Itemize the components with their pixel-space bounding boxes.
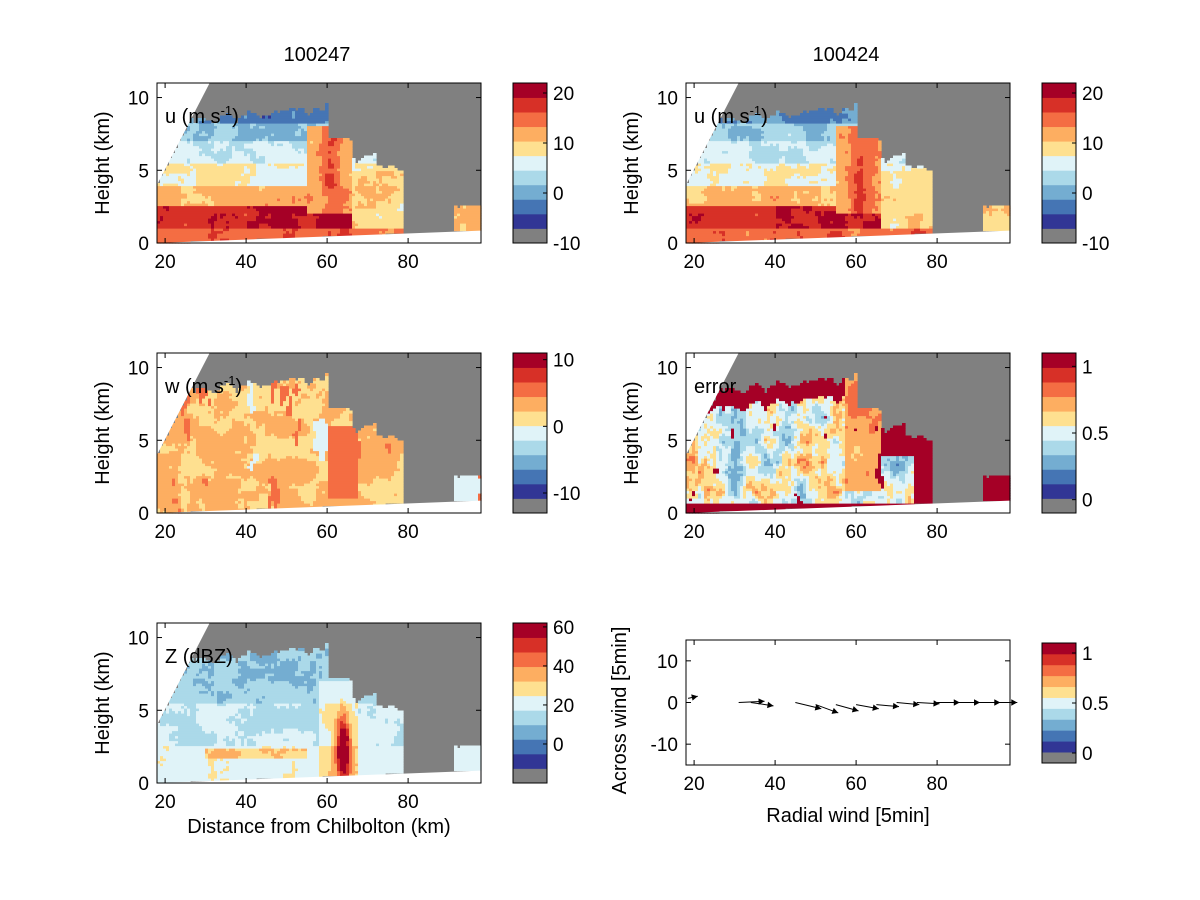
heatmap-cell: [349, 141, 353, 144]
x-tick-label: 20: [155, 252, 176, 273]
colorbar-tick-label: 10: [553, 134, 574, 155]
colorbar-segment: [513, 214, 547, 229]
colorbar-segment: [513, 127, 547, 142]
colorbar-segment: [513, 156, 547, 171]
colorbar: -10 0 10 20: [513, 83, 580, 255]
heatmap-cell: [373, 153, 377, 156]
colorbar-segment: [513, 185, 547, 200]
y-tick-label: 0: [138, 234, 149, 255]
colorbar-segment: [513, 98, 547, 113]
x-tick-label: 60: [317, 252, 338, 273]
colorbar-segment: [513, 170, 547, 185]
x-tick-label: 40: [236, 252, 257, 273]
heatmap-cell: [400, 171, 404, 174]
y-tick-label: 5: [138, 161, 149, 182]
colorbar-segment: [513, 112, 547, 127]
heatmap-cell: [301, 108, 305, 111]
y-tick-label: 10: [128, 89, 149, 110]
colorbar-tick-label: -10: [553, 234, 580, 255]
colorbar-segment: [513, 141, 547, 156]
colorbar-tick-label: 0: [553, 184, 564, 205]
heatmap-cell: [325, 103, 329, 106]
colorbar-segment: [513, 83, 547, 98]
y-axis-label: Height (km): [92, 111, 114, 214]
heatmap-cell: [352, 158, 356, 161]
x-tick-label: 80: [398, 252, 419, 273]
colorbar-tick-label: 20: [553, 84, 574, 105]
colorbar-segment: [513, 199, 547, 214]
colorbar-segment: [513, 228, 547, 243]
